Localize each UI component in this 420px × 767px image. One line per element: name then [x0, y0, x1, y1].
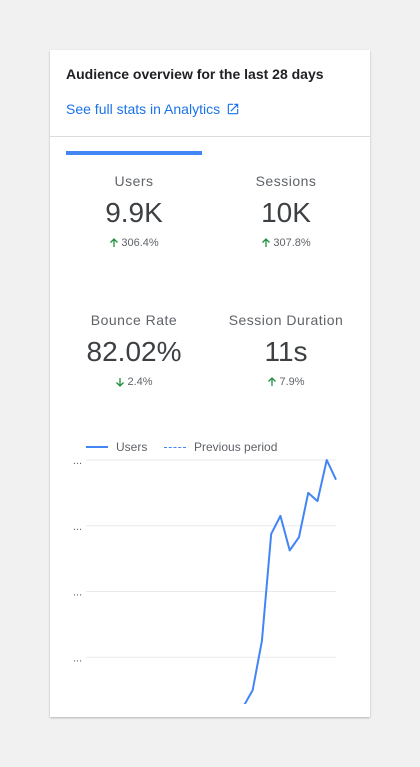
y-tick-label: ...: [73, 652, 82, 664]
metric-label: Sessions: [255, 173, 317, 189]
legend-previous-period[interactable]: Previous period: [164, 440, 277, 454]
metric-change-value: 307.8%: [273, 237, 311, 249]
y-tick-label: ...: [73, 587, 82, 599]
arrow-down-icon: [116, 378, 125, 387]
card-title: Audience overview for the last 28 days: [66, 66, 324, 82]
metric-change-value: 7.9%: [279, 376, 305, 388]
arrow-up-icon: [110, 238, 119, 247]
metric-change: 2.4%: [58, 376, 210, 388]
legend-solid-line-icon: [86, 446, 108, 448]
chart-plot: 0............6/29/207/6/207/13/207/20/20: [73, 455, 337, 704]
series-line-users: [243, 459, 337, 704]
active-tab-indicator: [66, 151, 202, 155]
metric-change: 306.4%: [58, 237, 210, 249]
metric-bounce-rate[interactable]: Bounce Rate 82.02% 2.4%: [58, 312, 210, 388]
metric-value: 82.02%: [86, 336, 182, 367]
metric-label: Bounce Rate: [90, 312, 178, 328]
metric-label: Users: [114, 173, 154, 189]
arrow-up-icon: [262, 238, 271, 247]
metric-value: 10K: [261, 197, 311, 228]
metric-change-value: 306.4%: [121, 237, 159, 249]
metric-value: 11s: [264, 336, 308, 367]
legend-label: Users: [116, 440, 148, 454]
open-in-new-icon: [226, 102, 240, 116]
analytics-link[interactable]: See full stats in Analytics: [66, 101, 240, 117]
legend-users[interactable]: Users: [86, 440, 147, 454]
metric-users[interactable]: Users 9.9K 306.4%: [58, 173, 210, 249]
analytics-link-label: See full stats in Analytics: [66, 101, 221, 117]
metric-value: 9.9K: [105, 197, 163, 228]
metric-session-duration[interactable]: Session Duration 11s 7.9%: [210, 312, 362, 388]
y-tick-label: ...: [73, 455, 82, 467]
card-header: Audience overview for the last 28 days S…: [50, 50, 370, 137]
arrow-up-icon: [268, 377, 277, 386]
metric-change: 307.8%: [210, 237, 362, 249]
metric-label: Session Duration: [228, 312, 344, 328]
audience-overview-card: Audience overview for the last 28 days S…: [50, 50, 370, 717]
legend-label: Previous period: [194, 440, 278, 454]
metric-change: 7.9%: [210, 376, 362, 388]
metric-sessions[interactable]: Sessions 10K 307.8%: [210, 173, 362, 249]
users-line-chart: Users Previous period 0............6/29/…: [50, 434, 370, 704]
legend-dashed-line-icon: [164, 446, 186, 448]
metric-change-value: 2.4%: [127, 376, 153, 388]
y-tick-label: ...: [73, 521, 82, 533]
